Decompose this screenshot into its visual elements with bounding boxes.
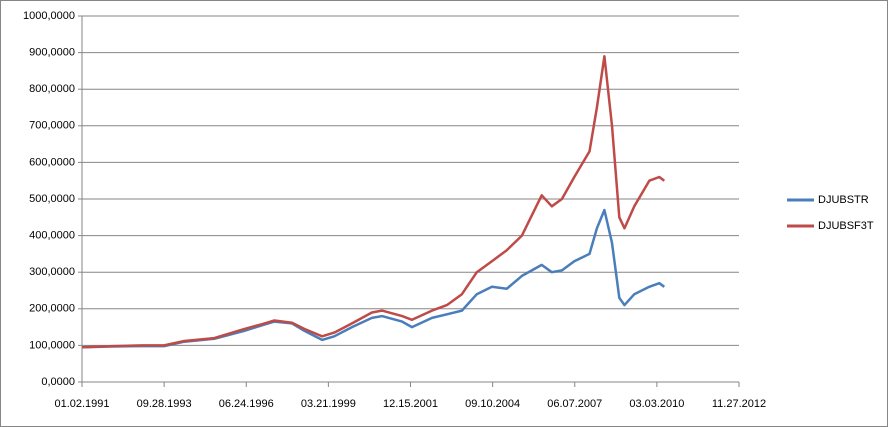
x-tick-label: 11.27.2012 (712, 398, 766, 410)
y-tick-label: 0,0000 (41, 376, 75, 388)
x-tick-label: 03.03.2010 (629, 398, 684, 410)
y-tick-label: 1000,0000 (23, 10, 75, 22)
y-tick-label: 800,0000 (29, 83, 75, 95)
y-tick-label: 400,0000 (29, 230, 75, 242)
x-tick-label: 03.21.1999 (301, 398, 356, 410)
x-tick-label: 09.10.2004 (465, 398, 520, 410)
series-line (81, 208, 666, 349)
y-tick-label: 900,0000 (29, 47, 75, 59)
y-tick-label: 500,0000 (29, 193, 75, 205)
series-line (81, 55, 666, 349)
x-tick-label: 01.02.1991 (54, 398, 109, 410)
y-tick-label: 700,0000 (29, 120, 75, 132)
legend-label: DJUBSTR (818, 194, 869, 206)
legend-label: DJUBSF3T (818, 220, 874, 232)
y-tick-label: 200,0000 (29, 303, 75, 315)
x-tick-label: 06.07.2007 (547, 398, 602, 410)
x-tick-label: 09.28.1993 (137, 398, 192, 410)
y-tick-label: 600,0000 (29, 156, 75, 168)
y-tick-label: 300,0000 (29, 266, 75, 278)
y-tick-label: 100,0000 (29, 339, 75, 351)
x-tick-label: 06.24.1996 (219, 398, 274, 410)
x-tick-label: 12.15.2001 (383, 398, 438, 410)
